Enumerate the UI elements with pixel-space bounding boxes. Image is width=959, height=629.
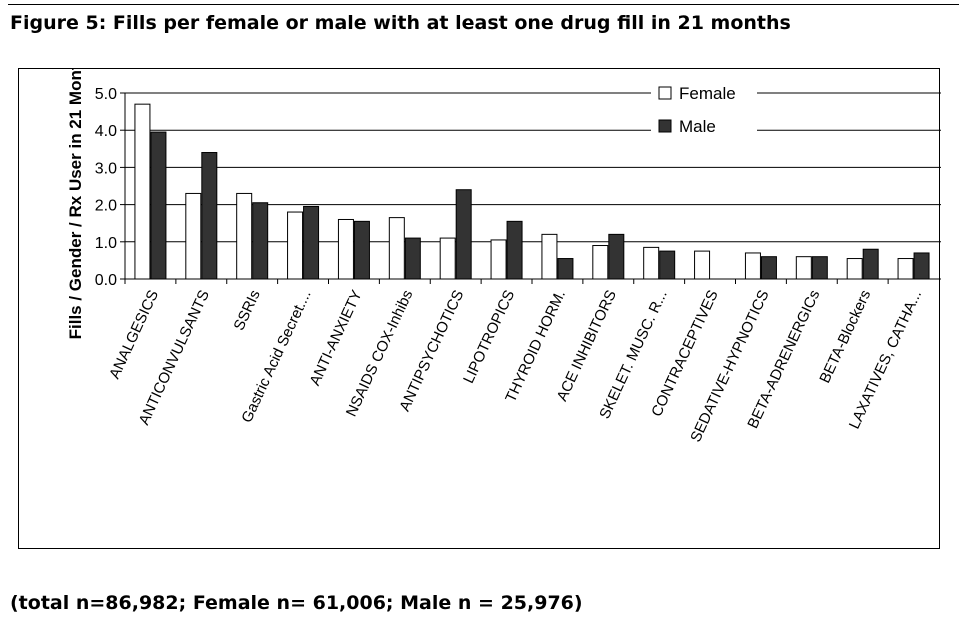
bar-chart: 0.0 1.0 2.0 3.0 4.0 5.0 Fills / Gender / Rx Us… [66, 69, 941, 445]
bar-male [811, 256, 828, 280]
y-tick-label: 3.0 [95, 160, 117, 177]
bar-female [541, 233, 558, 280]
top-rule [8, 4, 959, 5]
bar-female [795, 256, 812, 280]
bar-female [592, 245, 609, 280]
y-tick-label: 4.0 [95, 123, 117, 140]
bar-female [846, 258, 863, 280]
x-tick-label: ANTI-ANXIETY [306, 288, 365, 389]
bar-male [353, 220, 370, 280]
bar-male [150, 131, 167, 280]
bar-female [134, 103, 151, 280]
figure-title: Figure 5: Fills per female or male with … [10, 12, 791, 34]
bar-female [744, 252, 761, 280]
bar-male [608, 233, 625, 280]
x-tick-label: BETA-Blockers [816, 288, 874, 386]
y-tick-label: 2.0 [95, 198, 117, 215]
legend-label: Female [679, 84, 736, 103]
bar-male [557, 258, 574, 280]
bar-male [760, 256, 777, 280]
bar-female [287, 211, 304, 280]
bar-female [388, 217, 405, 280]
y-tick-label: 0.0 [95, 272, 117, 289]
bar-female [337, 218, 354, 280]
bar-male [659, 250, 676, 280]
bar-male [506, 220, 523, 280]
legend-label: Male [679, 117, 716, 136]
bar-male [303, 205, 320, 280]
bar-male [252, 202, 269, 280]
bar-female [490, 239, 507, 280]
y-tick-label: 5.0 [95, 86, 117, 103]
bar-male [455, 189, 472, 280]
bar-female [694, 250, 711, 280]
legend-swatch-female [658, 86, 672, 100]
bar-male [201, 152, 218, 280]
x-tick-label: SSRIs [230, 288, 263, 334]
bar-female [236, 192, 253, 280]
bar-male [404, 237, 421, 280]
legend-swatch-male [658, 119, 672, 133]
y-axis-label: Fills / Gender / Rx User in 21 Months [66, 69, 85, 339]
bar-female [897, 258, 914, 280]
bar-male [913, 252, 930, 280]
bar-female [643, 246, 660, 280]
chart-frame: 0.0 1.0 2.0 3.0 4.0 5.0 Fills / Gender / Rx Us… [18, 68, 941, 549]
y-tick-label: 1.0 [95, 235, 117, 252]
footnote: (total n=86,982; Female n= 61,006; Male … [10, 592, 583, 614]
bar-male [862, 248, 879, 280]
bar-female [439, 237, 456, 280]
x-tick-label: ANALGESICS [106, 288, 162, 382]
x-tick-label: LIPOTROPICS [460, 288, 518, 387]
bar-female [185, 192, 202, 280]
